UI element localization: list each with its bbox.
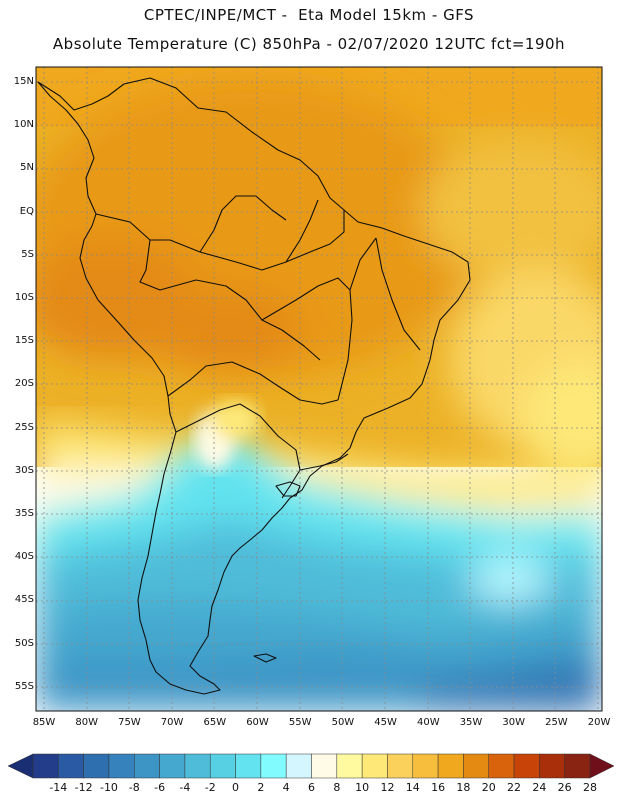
longitude-label: 60W xyxy=(246,717,269,728)
colorbar-swatch xyxy=(513,753,540,779)
map-frame xyxy=(35,66,603,712)
colorbar-label: 10 xyxy=(355,781,370,794)
colorbar-swatch xyxy=(463,753,489,779)
colorbar-swatch xyxy=(311,753,338,779)
colorbar-swatch xyxy=(134,753,160,779)
colorbar-label: 18 xyxy=(456,781,471,794)
colorbar-label: 14 xyxy=(405,781,420,794)
latitude-label: 15N xyxy=(13,76,34,87)
longitude-label: 80W xyxy=(75,717,98,728)
colorbar-label: -6 xyxy=(154,781,166,794)
colorbar-swatch xyxy=(83,753,110,779)
country-border xyxy=(199,195,287,253)
longitude-label: 35W xyxy=(459,717,483,728)
latitude-label: 25S xyxy=(14,421,34,433)
latitude-label: 50S xyxy=(14,637,34,649)
latitude-label: 15S xyxy=(14,335,34,347)
colorbar-label: -14 xyxy=(49,781,68,794)
colorbar-swatch xyxy=(539,753,565,779)
colorbar-swatch xyxy=(437,753,464,779)
latitude-label: 35S xyxy=(14,508,34,519)
colorbar-swatch xyxy=(184,753,211,779)
latitude-label: 30S xyxy=(14,464,34,476)
colorbar-swatch xyxy=(235,753,262,779)
colorbar-label: -10 xyxy=(99,781,118,794)
colorbar-swatch xyxy=(564,753,591,779)
longitude-label: 25W xyxy=(545,717,568,728)
colorbar-label: 2 xyxy=(257,781,265,794)
country-border xyxy=(261,277,351,321)
colorbar-low-arrow xyxy=(7,753,34,779)
colorbar-swatch xyxy=(159,753,186,779)
longitude-label: 55W xyxy=(288,717,312,728)
latitude-label: 10N xyxy=(13,119,34,131)
colorbar-label: 16 xyxy=(431,781,446,794)
colorbar-label: 4 xyxy=(282,781,290,794)
colorbar-label: -2 xyxy=(204,781,216,794)
colorbar-label: -8 xyxy=(128,781,140,794)
latitude-label: EQ xyxy=(19,205,34,217)
map-title-line-1: CPTEC/INPE/MCT - Eta Model 15km - GFS xyxy=(143,6,475,24)
country-border xyxy=(95,210,345,271)
latitude-label: 10S xyxy=(14,292,34,303)
longitude-label: 85W xyxy=(32,717,56,728)
longitude-label: 20W xyxy=(587,717,611,728)
country-border xyxy=(175,403,301,499)
colorbar-swatch xyxy=(58,753,84,779)
longitude-label: 45W xyxy=(374,717,397,728)
country-border xyxy=(139,239,321,361)
river-plate xyxy=(275,481,301,497)
latitude-label: 45S xyxy=(14,594,34,606)
colorbar-label: 12 xyxy=(380,781,395,794)
latitude-label: 5S xyxy=(21,248,34,260)
colorbar-label: 26 xyxy=(557,781,572,794)
country-border xyxy=(299,453,349,471)
longitude-label: 40W xyxy=(416,717,440,728)
country-border xyxy=(337,237,377,401)
falkland-islands xyxy=(253,653,277,663)
country-border xyxy=(285,199,319,263)
longitude-label: 50W xyxy=(331,717,355,728)
colorbar-high-arrow xyxy=(589,753,615,779)
country-border xyxy=(167,361,339,405)
longitude-label: 65W xyxy=(203,717,227,728)
country-border xyxy=(375,237,421,351)
colorbar-swatch xyxy=(260,753,287,779)
colorbar-label: 28 xyxy=(583,781,597,794)
colorbar-label: 24 xyxy=(532,781,547,794)
longitude-label: 30W xyxy=(502,717,525,728)
colorbar-swatch xyxy=(361,753,388,779)
latitude-label: 5N xyxy=(20,162,34,174)
colorbar-swatch xyxy=(285,753,312,779)
temperature-field xyxy=(36,67,602,711)
map-title-line-2: Absolute Temperature (C) 850hPa - 02/07/… xyxy=(52,35,566,53)
longitude-label: 70W xyxy=(160,717,184,728)
graticule xyxy=(36,67,602,711)
colorbar-label: 22 xyxy=(507,781,522,794)
colorbar-label: 0 xyxy=(232,781,240,794)
colorbar-label: 8 xyxy=(333,781,341,794)
latitude-label: 40S xyxy=(14,551,34,563)
colorbar-swatch xyxy=(488,753,515,779)
south-america-coastline xyxy=(37,77,471,695)
colorbar-swatch xyxy=(336,753,363,779)
longitude-label: 75W xyxy=(118,717,141,728)
colorbar-swatch xyxy=(387,753,414,779)
colorbar-label: -4 xyxy=(179,781,191,794)
colorbar-label: 6 xyxy=(308,781,315,794)
colorbar-label: -12 xyxy=(74,781,93,794)
coastlines xyxy=(37,77,471,695)
latitude-label: 20S xyxy=(14,378,34,390)
colorbar xyxy=(7,753,615,779)
colorbar-swatch xyxy=(108,753,135,779)
colorbar-swatch xyxy=(209,753,236,779)
latitude-label: 55S xyxy=(14,680,34,692)
colorbar-swatch xyxy=(32,753,59,779)
colorbar-swatch xyxy=(412,753,439,779)
colorbar-label: 20 xyxy=(481,781,496,794)
